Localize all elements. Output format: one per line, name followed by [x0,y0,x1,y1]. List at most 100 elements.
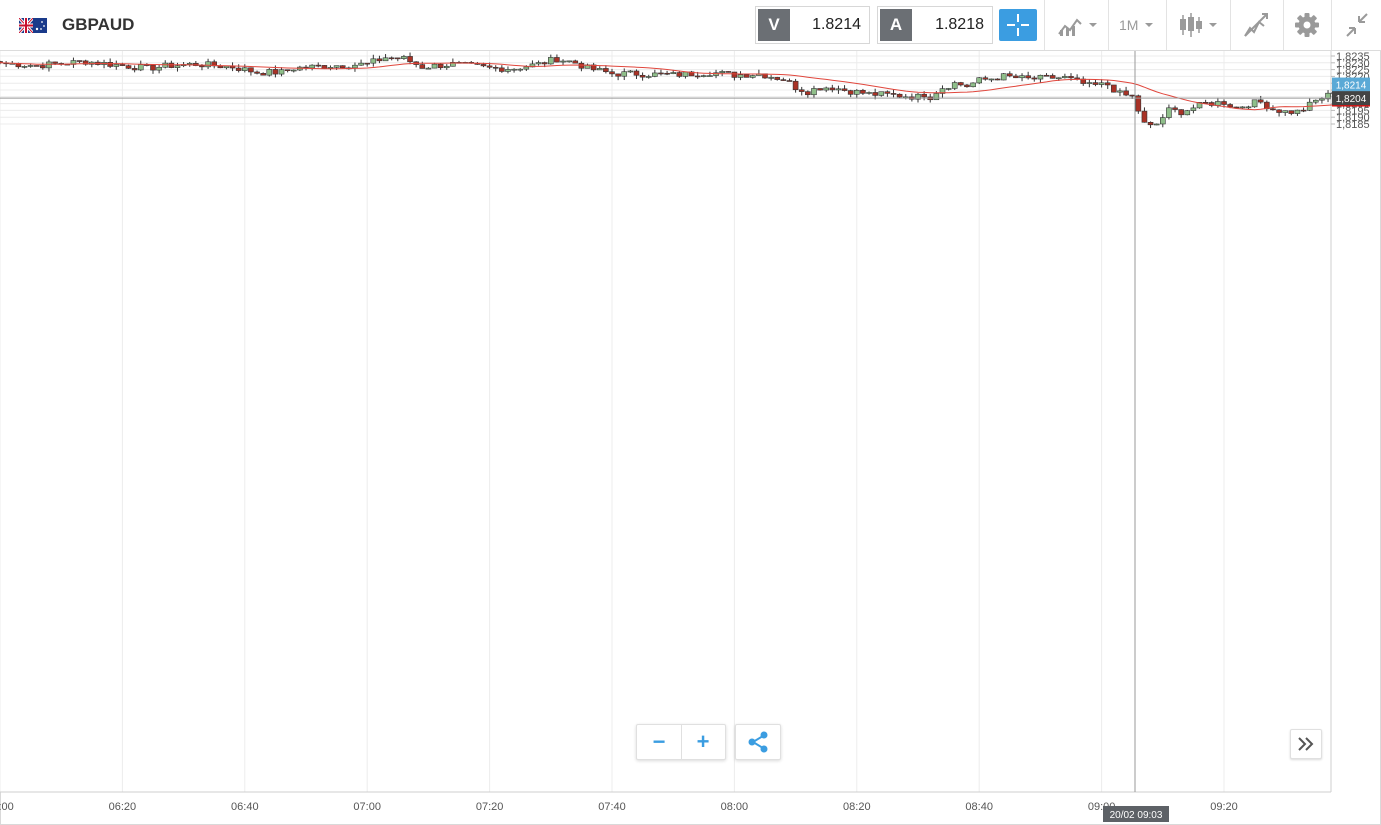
candle-bear [1043,74,1050,77]
candle-bear [1074,77,1080,80]
instrument-symbol[interactable]: GBPAUD [62,15,135,34]
candle-bear [492,66,499,69]
candle-bull [205,61,211,68]
toolbar-separator [1331,0,1332,50]
candle-bull [1282,110,1288,113]
chart-type-button[interactable] [1055,8,1101,42]
zoom-out-button[interactable]: − [637,725,682,759]
candle-bull [156,66,162,71]
candle-bull [1245,106,1252,109]
candle-bear [199,65,205,68]
candle-bear [315,64,322,67]
buy-price: 1.8218 [935,16,984,33]
candle-bear [860,89,866,94]
candle-bull [523,66,530,70]
candle-bull [266,69,273,76]
candle-bear [688,71,695,77]
candle-bull [811,88,817,96]
sell-price: 1.8214 [812,16,861,33]
candle-bull [652,72,658,77]
candle-bear [872,92,878,96]
share-button[interactable] [735,724,781,760]
candle-bull [933,93,940,101]
moving-average-line [0,62,1335,111]
candle-bull [1019,75,1025,79]
scroll-to-latest-button[interactable] [1290,729,1322,759]
toolbar-separator [1230,0,1231,50]
candle-style-button[interactable] [1177,8,1223,42]
candle-bear [1031,77,1038,80]
crosshair: 20/02 09:03 [0,50,1331,822]
plot-area[interactable] [0,50,1331,792]
candle-bear [437,63,444,69]
candle-bull [174,65,181,68]
zoom-in-button[interactable]: + [696,729,710,754]
crosshair-button[interactable] [999,9,1037,41]
candle-bull [951,82,958,89]
settings-button[interactable] [1291,8,1323,42]
timeframe-label: 1M [1119,17,1139,33]
candle-bull [1215,101,1221,106]
candle-bear [1300,109,1307,112]
candle-bull [621,71,628,77]
candle-bear [486,65,493,68]
candle-bull [566,60,572,63]
candle-bear [107,62,113,67]
candle-bull [333,65,340,68]
candle-bull [309,64,315,69]
candle-bull [27,65,34,67]
candle-bear [1172,107,1178,110]
candle-bull [1251,99,1258,108]
candle-bull [21,66,28,68]
candle-bear [994,78,1001,81]
sell-price-button[interactable]: V 1.8214 [755,6,870,44]
candle-bull [352,64,358,69]
candle-bull [1086,82,1093,84]
toolbar: GBPAUD V 1.8214 A 1.8218 1M [0,0,1381,51]
candle-bear [407,56,413,63]
candle-bull [1098,82,1105,85]
candle-bear [572,60,579,64]
toolbar-separator [1108,0,1109,50]
x-tick-label: 06:40 [231,801,259,813]
buy-price-button[interactable]: A 1.8218 [877,6,993,44]
candle-bear [52,61,58,64]
candle-bull [878,91,885,96]
candle-bear [603,68,609,73]
candle-bull [517,68,524,71]
candle-bear [805,91,811,96]
candle-bull [835,88,842,91]
candle-bear [1227,104,1233,108]
candle-bull [1196,102,1203,109]
x-tick-label: 09:20 [1210,801,1238,813]
candle-bull [823,87,830,91]
candle-bull [370,58,377,64]
candle-bull [768,77,774,79]
candle-bear [658,72,664,75]
x-axis: 06:00 06:20 06:40 07:00 07:20 07:40 08:00 08:20… [0,801,1238,813]
drawing-tools-button[interactable] [1240,8,1272,42]
candle-bear [1111,84,1117,93]
candle-bear [1233,106,1240,109]
candle-bull [670,72,677,75]
candle-bear [615,73,621,77]
candle-bear [609,71,615,75]
x-tick-label: 06:20 [109,801,137,813]
candle-bear [896,93,903,98]
candle-bear [82,60,89,65]
double-chevron-right-icon [1298,737,1314,751]
timeframe-dropdown[interactable]: 1M [1119,8,1159,42]
gear-icon [1295,13,1319,37]
candle-bear [394,57,401,60]
candle-bear [1178,109,1184,116]
candle-bear [694,75,701,78]
collapse-icon [1346,13,1368,37]
y-tick-label: 1,8225 [1336,65,1370,77]
candle-bull [1325,92,1331,100]
toolbar-separator [1166,0,1167,50]
candle-bull [645,76,652,78]
collapse-button[interactable] [1341,8,1373,42]
candle-bear [786,80,793,82]
